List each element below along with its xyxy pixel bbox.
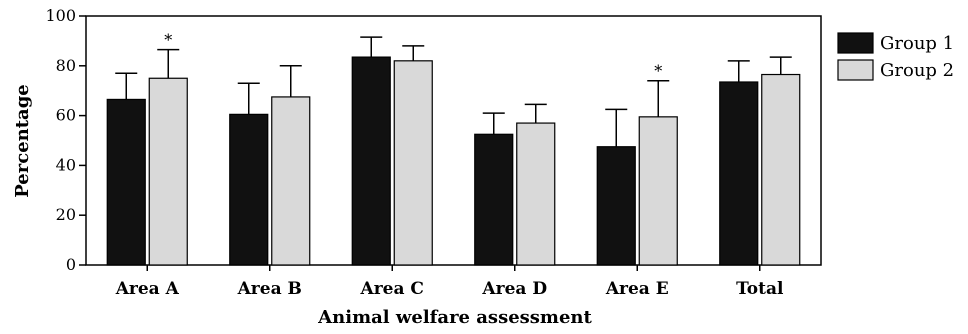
significance-marker: * — [164, 31, 172, 50]
x-tick-label: Area A — [115, 279, 180, 299]
y-axis-title: Percentage — [12, 84, 33, 198]
bar-group-1 — [596, 146, 636, 266]
y-tick-label: 100 — [45, 6, 76, 25]
legend-swatch — [837, 32, 874, 54]
legend-label: Group 2 — [880, 60, 954, 81]
bar-group-1 — [719, 81, 759, 266]
x-tick-label: Total — [736, 279, 784, 299]
y-tick-label: 0 — [66, 255, 76, 274]
significance-marker: * — [654, 62, 662, 81]
axes: 0 20 40 60 80 100 Area A Area B Area C Area D Area… — [45, 6, 822, 299]
bar-group-2 — [516, 122, 556, 266]
y-tick-label: 20 — [56, 205, 76, 224]
legend-swatch — [837, 59, 874, 81]
bars: ** — [106, 31, 801, 266]
y-tick-label: 80 — [56, 56, 76, 75]
x-tick-label: Area C — [360, 279, 424, 299]
bar-group-1 — [106, 98, 146, 266]
legend: Group 1 Group 2 — [837, 32, 954, 81]
bar-group-2 — [393, 60, 433, 266]
plot-frame — [85, 15, 822, 266]
legend-label: Group 1 — [880, 33, 954, 54]
x-tick-label: Area D — [481, 279, 547, 299]
bar-group-1 — [474, 133, 514, 266]
bar-group-1 — [351, 56, 391, 266]
bar-group-2 — [271, 96, 311, 266]
y-tick-label: 60 — [56, 106, 76, 125]
bar-group-1 — [229, 113, 269, 266]
bar-group-2 — [638, 116, 678, 266]
x-tick-label: Area B — [237, 279, 302, 299]
y-tick-label: 40 — [56, 155, 76, 174]
x-axis-title: Animal welfare assessment — [317, 307, 592, 328]
x-tick-label: Area E — [605, 279, 669, 299]
bar-group-2 — [148, 77, 188, 266]
bar-group-2 — [761, 73, 801, 266]
